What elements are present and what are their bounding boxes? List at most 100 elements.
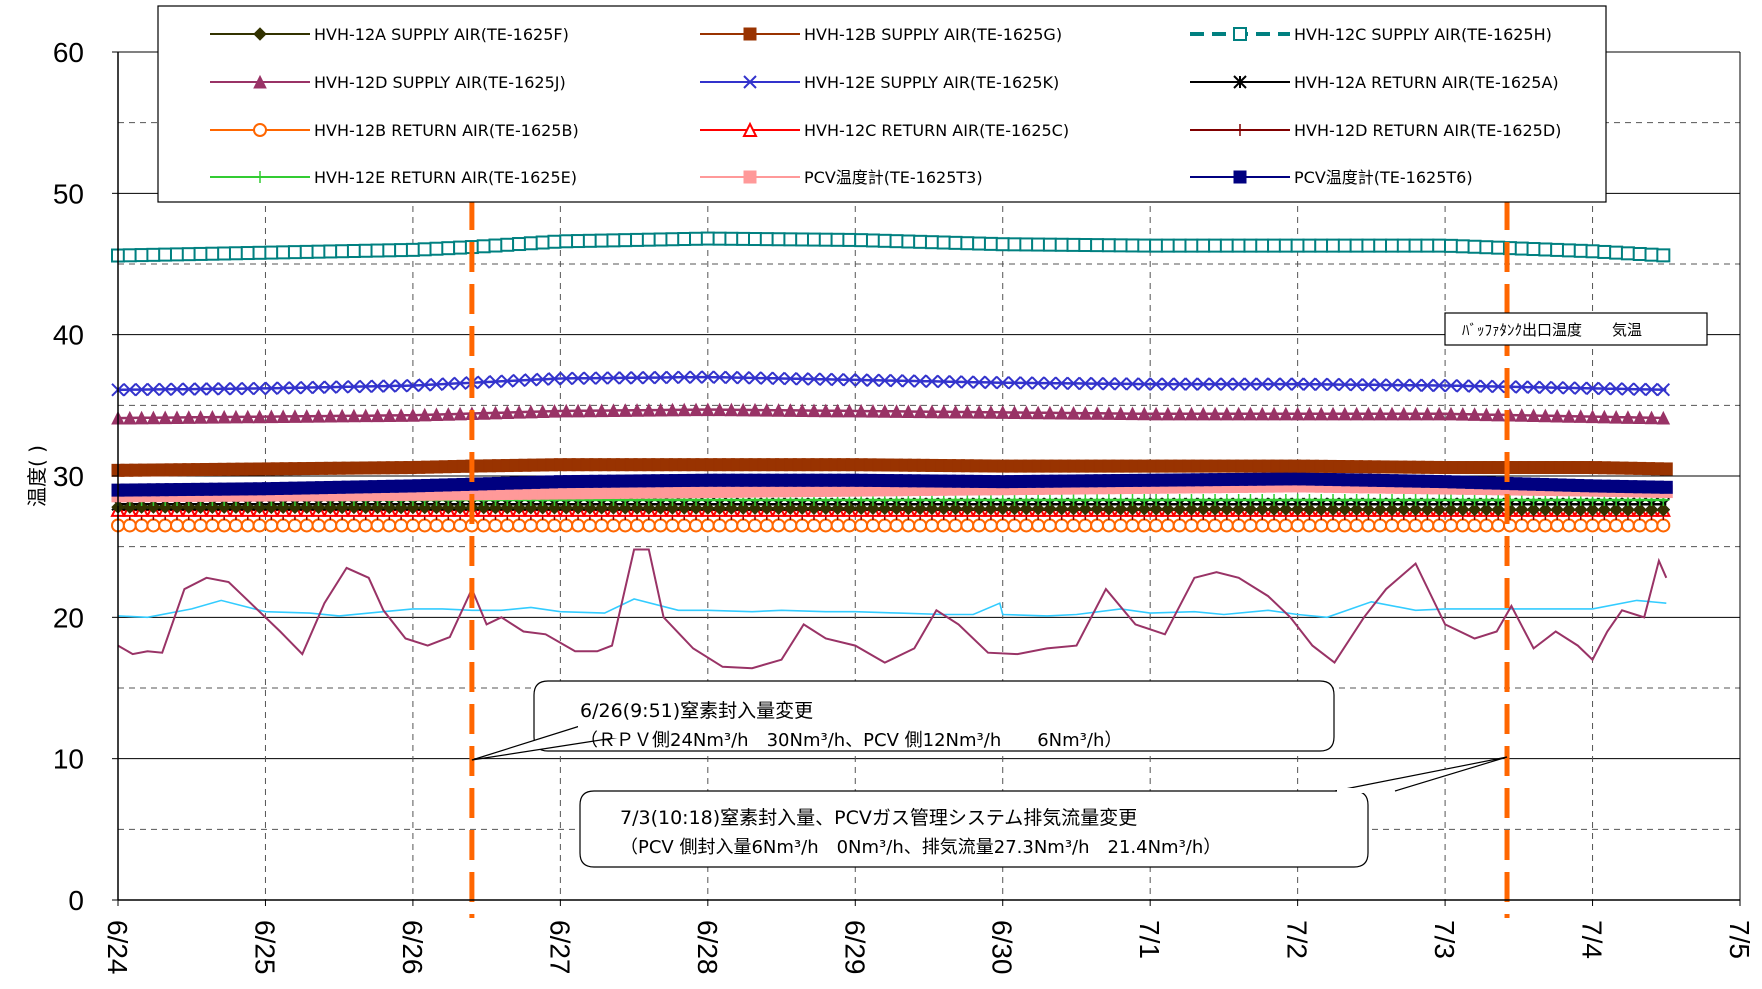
data-point	[642, 370, 656, 385]
data-point	[984, 494, 997, 507]
data-point	[512, 518, 527, 533]
data-point	[123, 382, 137, 397]
data-point	[913, 234, 928, 249]
data-point	[925, 374, 939, 389]
data-point	[359, 500, 373, 515]
data-point	[158, 500, 172, 514]
series-6	[111, 518, 1671, 533]
data-point	[1243, 377, 1258, 391]
data-point	[1327, 494, 1340, 507]
data-point	[877, 404, 892, 418]
data-point	[417, 407, 432, 422]
data-point	[1467, 379, 1482, 393]
data-point	[276, 381, 290, 395]
data-point	[1243, 518, 1258, 533]
data-point	[1432, 518, 1447, 533]
legend-item: HVH-12C RETURN AIR(TE-1625C)	[700, 121, 1069, 140]
data-point	[288, 381, 302, 395]
data-point	[925, 494, 938, 507]
data-point	[1338, 406, 1352, 421]
data-point	[783, 232, 798, 247]
data-point	[972, 501, 986, 516]
data-point	[1479, 518, 1494, 533]
data-point	[453, 406, 467, 421]
data-point	[795, 232, 810, 247]
data-point	[1031, 518, 1046, 533]
data-point	[1196, 377, 1210, 391]
data-point	[500, 237, 515, 252]
data-point	[948, 404, 963, 419]
data-point	[759, 518, 774, 533]
data-point	[1385, 518, 1400, 533]
data-point	[1196, 238, 1211, 253]
data-point	[1573, 518, 1588, 533]
data-point	[689, 501, 703, 515]
data-point	[1644, 518, 1659, 533]
data-point	[1290, 377, 1305, 391]
data-point	[1585, 409, 1600, 424]
data-point	[606, 501, 621, 515]
data-point	[653, 402, 668, 417]
data-point	[748, 501, 762, 515]
data-point	[571, 371, 585, 386]
x-tick-label: 6/28	[692, 920, 723, 975]
data-point	[1443, 518, 1458, 533]
data-point	[700, 518, 715, 533]
data-point	[842, 403, 857, 418]
data-point	[901, 234, 916, 249]
data-point	[1492, 494, 1505, 507]
data-point	[1220, 502, 1234, 516]
data-point	[724, 370, 739, 385]
data-point	[807, 501, 821, 516]
legend-item: HVH-12A RETURN AIR(TE-1625A)	[1190, 73, 1559, 92]
data-point	[972, 518, 987, 533]
data-point	[1267, 377, 1281, 391]
data-point	[429, 241, 444, 256]
series-3	[111, 402, 1671, 425]
x-tick-label: 7/3	[1429, 920, 1460, 959]
data-point	[1231, 502, 1246, 516]
legend-label: HVH-12B SUPPLY AIR(TE-1625G)	[804, 25, 1062, 44]
data-point	[1420, 406, 1435, 421]
data-point	[1479, 240, 1494, 255]
data-point	[1161, 377, 1175, 391]
data-point	[193, 518, 208, 533]
data-point	[276, 518, 291, 533]
data-point	[1444, 494, 1457, 507]
data-point	[1432, 238, 1447, 253]
data-point	[1632, 246, 1647, 261]
data-point	[724, 231, 739, 246]
data-point	[311, 244, 326, 259]
data-point	[1585, 381, 1600, 396]
data-point	[394, 379, 408, 393]
data-point	[878, 373, 892, 388]
data-point	[217, 409, 231, 424]
data-point	[382, 518, 397, 533]
data-point	[1408, 406, 1423, 421]
data-point	[1149, 502, 1163, 516]
data-point	[1007, 518, 1022, 533]
data-point	[582, 518, 597, 533]
data-point	[1444, 502, 1458, 517]
data-point	[972, 405, 986, 419]
legend-marker	[1234, 124, 1246, 136]
data-point	[193, 246, 208, 261]
data-point	[323, 244, 338, 259]
data-point	[1455, 407, 1470, 421]
data-point	[1361, 406, 1376, 421]
data-point	[1113, 406, 1128, 421]
data-point	[1243, 238, 1258, 253]
data-point	[252, 518, 267, 533]
data-point	[217, 500, 231, 514]
data-point	[1644, 410, 1659, 425]
data-point	[382, 379, 397, 393]
legend-item: PCV温度計(TE-1625T3)	[700, 168, 983, 187]
data-point	[606, 233, 621, 248]
data-point	[1090, 238, 1105, 253]
data-point	[1102, 406, 1116, 420]
data-point	[1172, 377, 1187, 391]
data-point	[182, 500, 196, 514]
data-point	[1208, 406, 1222, 421]
data-point	[535, 235, 550, 250]
data-point	[1609, 409, 1623, 424]
